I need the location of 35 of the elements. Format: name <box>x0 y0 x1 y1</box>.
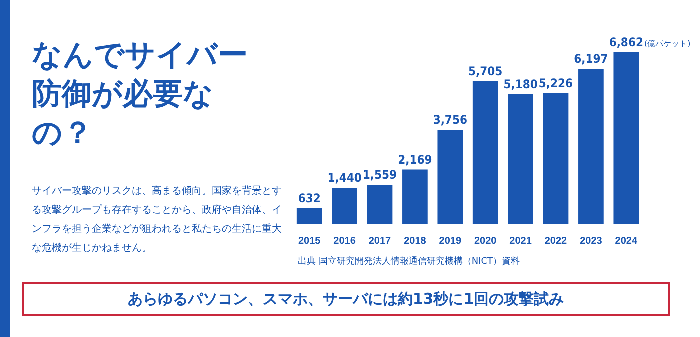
text: サイバー攻撃のリスクは、高まる傾向。国家を背景とする攻撃グループも存在することから、政府や自治体、インフラを担う企業などが狙われると私たちの生活に重大な危機が生じかねません。 <box>32 184 283 256</box>
data-label: 6,862 <box>609 36 644 50</box>
y-axis-title: (億パケット) <box>644 40 691 49</box>
data-label: 3,756 <box>433 113 468 128</box>
x-tick-label: 2023 <box>580 236 603 247</box>
data-label: 6,197 <box>574 52 608 66</box>
data-label: 5,180 <box>504 78 538 92</box>
data-label: 5,705 <box>468 64 503 78</box>
bar <box>296 208 322 224</box>
x-tick-label: 2022 <box>544 236 568 247</box>
x-tick-label: 2019 <box>439 236 462 247</box>
bar <box>402 170 428 224</box>
x-tick-label: 2015 <box>298 236 322 247</box>
text: なんでサイバー防御が必要なの？ <box>32 37 249 153</box>
bar <box>332 188 358 224</box>
bar <box>508 94 534 224</box>
bar <box>543 93 569 224</box>
x-tick-label: 2020 <box>474 236 498 247</box>
bar <box>472 81 498 224</box>
data-label: 632 <box>298 191 321 206</box>
x-tick-label: 2018 <box>404 236 427 247</box>
x-tick-label: 2021 <box>510 236 532 247</box>
data-label: 1,559 <box>362 168 398 182</box>
bar <box>367 185 393 224</box>
bar <box>578 69 604 224</box>
x-tick-label: 2024 <box>615 236 638 247</box>
data-label: 2,169 <box>398 152 432 167</box>
bar <box>438 130 464 224</box>
x-tick-label: 2016 <box>334 236 356 247</box>
text: あらゆるパソコン、スマホ、サーバには約13秒に1回の攻撃試み <box>22 282 670 316</box>
source-note: 出典 国立研究開発法人情報通信研究機構（NICT）資料 <box>298 256 520 268</box>
x-tick-label: 2017 <box>368 236 392 247</box>
data-label: 1,440 <box>328 171 362 186</box>
bar <box>614 52 640 224</box>
data-label: 5,226 <box>538 76 574 90</box>
